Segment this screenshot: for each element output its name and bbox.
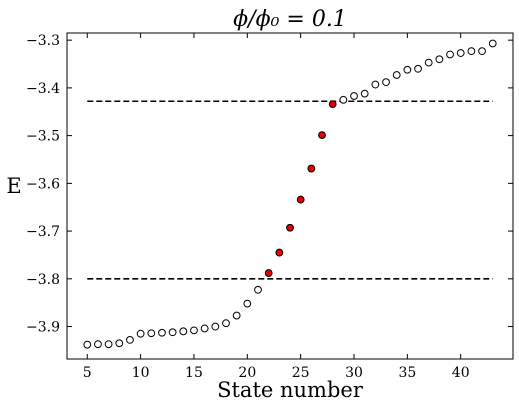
highlighted-point-23 xyxy=(275,248,284,257)
data-point-7 xyxy=(104,340,113,349)
y-tick-label: −3.6 xyxy=(26,176,60,192)
data-points xyxy=(83,39,497,349)
y-tick-label: −3.5 xyxy=(26,129,60,145)
data-point-18 xyxy=(222,319,230,328)
y-axis-label: E xyxy=(6,174,21,198)
data-point-16 xyxy=(200,324,209,333)
x-tick-label: 25 xyxy=(292,365,310,381)
highlighted-point-26 xyxy=(307,164,316,173)
highlighted-point-25 xyxy=(296,195,305,204)
data-point-10 xyxy=(136,329,145,338)
data-point-33 xyxy=(382,78,390,87)
x-tick-label: 20 xyxy=(238,365,256,381)
highlighted-point-27 xyxy=(318,131,326,140)
y-tick-label: −3.4 xyxy=(26,81,60,97)
highlighted-point-28 xyxy=(328,100,337,109)
y-tick-label: −3.9 xyxy=(26,320,60,336)
x-tick-label: 15 xyxy=(185,365,203,381)
data-point-32 xyxy=(371,80,380,89)
plot-frame xyxy=(66,32,514,360)
data-point-36 xyxy=(414,64,422,73)
data-point-38 xyxy=(435,55,444,64)
data-point-13 xyxy=(168,328,177,337)
data-point-39 xyxy=(446,50,454,59)
data-point-31 xyxy=(360,89,369,98)
x-tick-label: 30 xyxy=(345,365,363,381)
x-tick-label: 40 xyxy=(452,365,470,381)
data-point-12 xyxy=(158,328,166,337)
y-tick-label: −3.3 xyxy=(26,33,60,49)
data-point-34 xyxy=(392,71,401,79)
reference-lines xyxy=(87,100,493,280)
data-point-20 xyxy=(243,299,252,308)
data-point-21 xyxy=(254,285,262,294)
x-tick-label: 10 xyxy=(132,365,150,381)
x-tick-label: 5 xyxy=(83,365,92,381)
highlighted-point-22 xyxy=(264,269,273,277)
data-point-8 xyxy=(115,339,124,348)
data-point-29 xyxy=(339,95,348,104)
x-tick-label: 35 xyxy=(398,365,416,381)
data-point-17 xyxy=(211,322,220,331)
data-point-6 xyxy=(94,340,102,349)
chart-title: ϕ/ϕ₀ = 0.1 xyxy=(233,7,347,32)
highlighted-points xyxy=(264,100,337,277)
data-point-42 xyxy=(478,47,486,56)
axis-ticks: 5 10 15 20 25 30 35 40 −3.9 −3.8 −3.7 −3.6 −3.5 −3.4 −… xyxy=(26,33,513,381)
data-point-43 xyxy=(488,39,497,48)
y-tick-label: −3.7 xyxy=(26,224,60,240)
data-point-19 xyxy=(232,311,241,320)
data-point-41 xyxy=(467,47,476,56)
data-point-40 xyxy=(456,49,465,57)
data-point-5 xyxy=(83,340,92,349)
data-point-37 xyxy=(424,58,433,67)
data-point-30 xyxy=(350,92,358,100)
data-point-35 xyxy=(403,65,412,74)
x-axis-label: State number xyxy=(217,378,364,402)
data-point-9 xyxy=(126,336,134,344)
data-point-11 xyxy=(147,329,156,338)
open-points xyxy=(83,39,497,349)
y-tick-label: −3.8 xyxy=(26,272,60,288)
highlighted-point-24 xyxy=(286,223,294,232)
data-point-14 xyxy=(179,327,188,336)
data-point-15 xyxy=(190,326,198,335)
